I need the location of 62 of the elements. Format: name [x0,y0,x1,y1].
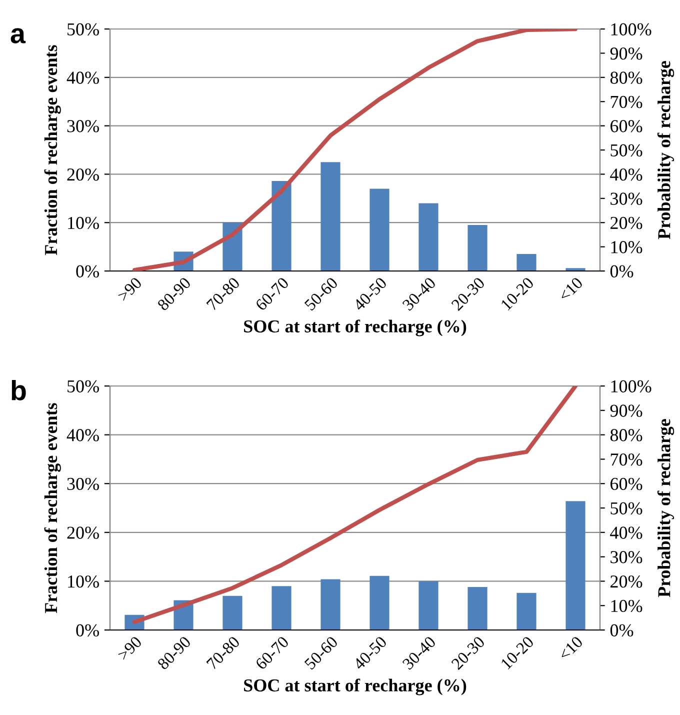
y2-tick-label: 90% [610,404,642,417]
y-tick-label: 0% [76,624,99,636]
y2-tick-label: 10% [611,241,642,254]
text: b [12,380,26,400]
y2-tick-label: 90% [610,47,642,60]
y-tick-label: 30% [67,120,99,132]
bar [370,576,390,630]
x-tick-label: <10 [558,276,584,302]
y-axis-title: Fraction of recharge events [44,403,61,614]
bar [468,225,488,271]
y-tick-label: 0% [76,265,99,278]
x-axis-title: SOC at start of recharge (%) [244,320,466,336]
y2-tick-label: 70% [610,96,642,108]
y2-tick-label: 60% [610,478,642,490]
y-tick-label: 10% [68,216,99,230]
bar [320,579,340,630]
y-tick-label: 50% [68,23,99,36]
x-tick-label: <10 [558,636,584,661]
y2-tick-label: 0% [610,265,634,278]
y2-axis-title: Probability of recharge [657,419,674,598]
y2-tick-label: 30% [610,192,642,205]
y2-tick-label: 10% [611,600,642,612]
y2-tick-label: 20% [610,216,642,230]
y2-tick-label: 40% [610,168,642,181]
y-tick-label: 20% [67,526,99,539]
y2-tick-label: 80% [610,429,642,442]
x-axis-title: SOC at start of recharge (%) [244,678,466,696]
y-tick-label: 10% [68,575,99,588]
y2-tick-label: 70% [610,453,642,466]
bar [222,596,242,630]
y2-tick-label: 20% [610,575,642,588]
y2-tick-label: 100% [611,23,652,36]
bar [320,162,340,271]
bar [370,188,390,271]
y-tick-label: 30% [67,478,99,490]
y2-tick-label: 80% [610,72,642,84]
y-tick-label: 40% [66,72,99,84]
bar [418,203,438,271]
y2-axis-title: Probability of recharge [657,61,674,240]
y2-tick-label: 50% [610,144,642,156]
y2-tick-label: 40% [610,526,642,539]
bar [418,581,438,630]
line-series [132,386,578,624]
text: a [10,28,26,44]
y2-tick-label: 0% [610,624,634,636]
y-tick-label: 40% [66,429,99,442]
y-axis-title: Fraction of recharge events [44,45,61,256]
y-tick-label: 20% [67,168,99,181]
line-series [132,29,578,271]
y2-tick-label: 30% [610,551,642,564]
bar [516,254,536,271]
bar [516,592,536,630]
y2-tick-label: 100% [611,380,652,392]
y2-tick-label: 60% [610,120,642,132]
x-tick-label: >90 [117,636,142,661]
y-tick-label: 50% [68,380,99,392]
bar [566,501,586,630]
y2-tick-label: 50% [610,502,642,514]
x-tick-label: >90 [117,276,142,302]
bar [272,180,292,271]
bar [468,587,488,630]
bar [272,586,292,630]
